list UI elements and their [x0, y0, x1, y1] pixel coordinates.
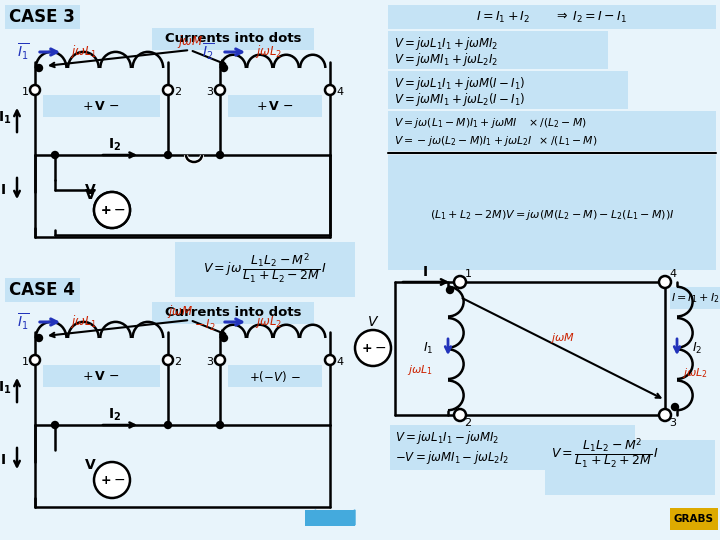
FancyBboxPatch shape [43, 95, 160, 117]
Circle shape [454, 276, 466, 288]
FancyBboxPatch shape [388, 155, 716, 270]
Text: 1: 1 [22, 357, 29, 367]
Text: 2: 2 [464, 418, 472, 428]
Text: $V = j\omega L_1 I_1 + j\omega M I_2$: $V = j\omega L_1 I_1 + j\omega M I_2$ [394, 35, 498, 51]
FancyBboxPatch shape [228, 95, 322, 117]
Text: $I_1$: $I_1$ [423, 340, 433, 355]
Text: Currents into dots: Currents into dots [165, 32, 301, 45]
Text: +: + [361, 341, 372, 354]
Text: 1: 1 [22, 87, 29, 97]
Text: $j\omega L_2$: $j\omega L_2$ [682, 366, 708, 380]
Text: $\overline{I_1}$: $\overline{I_1}$ [17, 312, 30, 332]
Circle shape [446, 287, 454, 294]
Circle shape [220, 334, 228, 341]
FancyBboxPatch shape [305, 510, 330, 526]
Polygon shape [315, 510, 330, 525]
Text: $I = I_1 + I_2 \qquad \Rightarrow\; I_2 = I - I_1$: $I = I_1 + I_2 \qquad \Rightarrow\; I_2 … [477, 10, 628, 24]
Text: $\mathbf{I_2}$: $\mathbf{I_2}$ [109, 407, 122, 423]
Text: $j\omega L_2$: $j\omega L_2$ [255, 44, 282, 60]
Circle shape [35, 64, 42, 71]
Circle shape [35, 334, 42, 341]
Circle shape [325, 355, 335, 365]
Text: $V = j\omega M I_1 + j\omega L_2 I_2$: $V = j\omega M I_1 + j\omega L_2 I_2$ [394, 51, 498, 69]
Circle shape [30, 355, 40, 365]
Circle shape [220, 64, 228, 71]
Text: $V = \dfrac{L_1 L_2 - M^2}{L_1 + L_2 + 2M}\,I$: $V = \dfrac{L_1 L_2 - M^2}{L_1 + L_2 + 2… [551, 436, 659, 470]
Text: 1: 1 [464, 269, 472, 279]
FancyBboxPatch shape [43, 365, 160, 387]
FancyBboxPatch shape [670, 287, 720, 309]
Text: $\mathbf{V}$: $\mathbf{V}$ [84, 183, 96, 197]
FancyBboxPatch shape [152, 302, 314, 324]
Text: 2: 2 [174, 87, 181, 97]
FancyBboxPatch shape [390, 425, 635, 470]
Text: −: − [113, 203, 125, 217]
Text: $\overline{I_2}$: $\overline{I_2}$ [202, 42, 215, 62]
Text: Currents into dots: Currents into dots [165, 307, 301, 320]
Text: CASE 3: CASE 3 [9, 8, 75, 26]
Circle shape [215, 85, 225, 95]
Text: $-V = j\omega M I_1 - j\omega L_2 I_2$: $-V = j\omega M I_1 - j\omega L_2 I_2$ [395, 449, 509, 465]
Circle shape [659, 276, 671, 288]
Text: 4: 4 [336, 357, 343, 367]
Circle shape [215, 355, 225, 365]
Text: 2: 2 [174, 357, 181, 367]
FancyBboxPatch shape [388, 111, 716, 151]
Text: 3: 3 [207, 87, 214, 97]
Text: $V = j\omega L_1 I_1 - j\omega M I_2$: $V = j\omega L_1 I_1 - j\omega M I_2$ [395, 429, 499, 446]
Circle shape [164, 422, 171, 429]
Text: 4: 4 [336, 87, 343, 97]
FancyBboxPatch shape [670, 508, 718, 530]
Circle shape [94, 192, 130, 228]
Circle shape [217, 152, 223, 159]
Text: $+\,\mathbf{V}\,-$: $+\,\mathbf{V}\,-$ [82, 369, 120, 382]
Text: $j\omega M$: $j\omega M$ [549, 331, 575, 345]
Text: $\mathbf{I}$: $\mathbf{I}$ [0, 183, 6, 197]
Text: $V = j\omega M I_1 + j\omega L_2(I - I_1)$: $V = j\omega M I_1 + j\omega L_2(I - I_1… [394, 91, 526, 109]
Text: $\mathbf{I}$: $\mathbf{I}$ [422, 265, 428, 279]
Text: $\mathbf{V}$: $\mathbf{V}$ [84, 458, 96, 472]
FancyBboxPatch shape [330, 510, 355, 526]
Text: $\mathbf{I_1}$: $\mathbf{I_1}$ [0, 380, 12, 396]
Circle shape [325, 85, 335, 95]
Circle shape [672, 403, 678, 410]
Text: $j\omega L_1$: $j\omega L_1$ [70, 44, 97, 60]
Text: $V = -j\omega(L_2 - M)I_1 + j\omega L_2 I \;\;\times/(L_1-M)$: $V = -j\omega(L_2 - M)I_1 + j\omega L_2 … [394, 134, 598, 148]
FancyBboxPatch shape [388, 31, 608, 69]
Text: −: − [113, 473, 125, 487]
Text: $\overline{I_1}$: $\overline{I_1}$ [17, 42, 30, 62]
FancyBboxPatch shape [175, 242, 355, 297]
Circle shape [94, 462, 130, 498]
Text: GRABS: GRABS [674, 514, 714, 524]
Text: $+\,\mathbf{V}\,-$: $+\,\mathbf{V}\,-$ [256, 99, 294, 112]
Text: $(L_1 + L_2 - 2M)V = j\omega(M(L_2-M) - L_2(L_1-M))I$: $(L_1 + L_2 - 2M)V = j\omega(M(L_2-M) - … [430, 208, 674, 222]
Text: +: + [101, 204, 112, 217]
Text: $V = j\omega L_1 I_1 + j\omega M(I - I_1)$: $V = j\omega L_1 I_1 + j\omega M(I - I_1… [394, 75, 526, 91]
Text: $V = j\omega\,\dfrac{L_1 L_2 - M^2}{L_1 + L_2 - 2M}\,I$: $V = j\omega\,\dfrac{L_1 L_2 - M^2}{L_1 … [203, 251, 327, 285]
Text: $V$: $V$ [367, 315, 379, 329]
Text: 4: 4 [670, 269, 677, 279]
Circle shape [164, 152, 171, 159]
Text: $j\omega M$: $j\omega M$ [177, 33, 203, 51]
Circle shape [52, 422, 58, 429]
Text: 3: 3 [207, 357, 214, 367]
Text: 3: 3 [670, 418, 677, 428]
Text: $j\omega M$: $j\omega M$ [167, 303, 193, 321]
FancyBboxPatch shape [388, 5, 716, 29]
Circle shape [163, 85, 173, 95]
Text: $I_2$: $I_2$ [692, 340, 702, 355]
FancyBboxPatch shape [152, 28, 314, 50]
Text: $j\omega L_1$: $j\omega L_1$ [407, 363, 433, 377]
Text: $+(-V)\,-$: $+(-V)\,-$ [249, 368, 301, 383]
FancyBboxPatch shape [545, 440, 715, 495]
Text: $j\omega L_2$: $j\omega L_2$ [255, 314, 282, 330]
Circle shape [659, 409, 671, 421]
Text: +: + [101, 474, 112, 487]
Circle shape [355, 330, 391, 366]
Text: $+\,\mathbf{V}\,-$: $+\,\mathbf{V}\,-$ [82, 99, 120, 112]
Text: $\mathbf{V}$: $\mathbf{V}$ [84, 188, 96, 202]
Circle shape [217, 422, 223, 429]
Text: −: − [374, 341, 386, 355]
Text: $V = j\omega(L_1 - M)I_1 + j\omega MI \quad \times/(L_2-M)$: $V = j\omega(L_1 - M)I_1 + j\omega MI \q… [394, 116, 587, 130]
